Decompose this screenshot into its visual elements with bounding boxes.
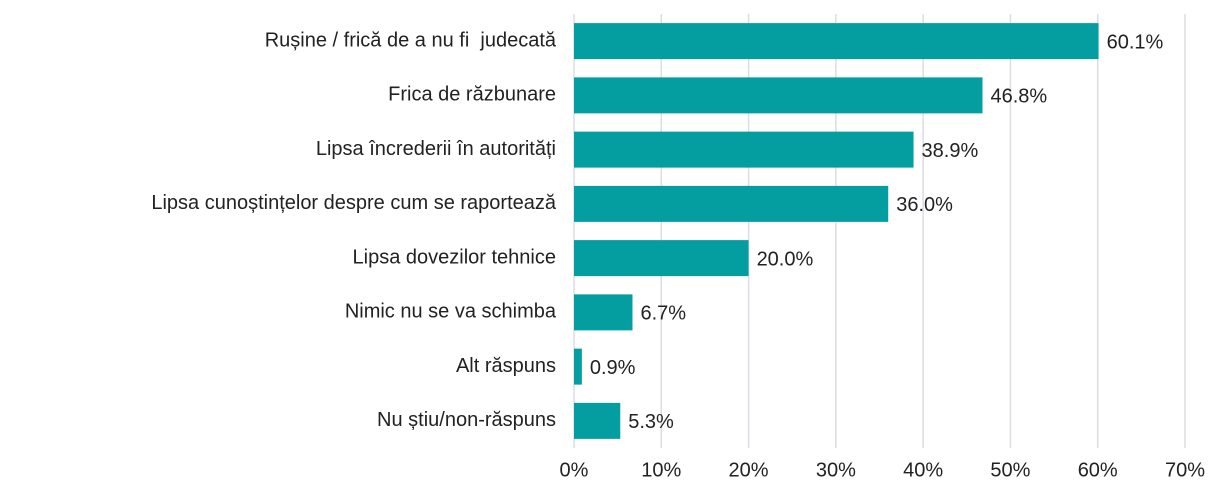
bar — [574, 348, 582, 385]
y-tick-label: Nimic nu se va schimba — [345, 301, 557, 323]
y-tick-label: Frica de răzbunare — [388, 84, 556, 106]
bar — [574, 402, 621, 439]
x-tick-label: 30% — [816, 459, 856, 481]
data-label: 60.1% — [1107, 31, 1164, 53]
data-label: 36.0% — [896, 194, 953, 216]
y-tick-label: Lipsa încrederii în autorități — [316, 138, 556, 160]
bar — [574, 240, 749, 277]
data-label: 38.9% — [922, 140, 979, 162]
x-tick-label: 0% — [560, 459, 589, 481]
data-label: 5.3% — [628, 411, 674, 433]
bar — [574, 185, 889, 222]
y-tick-label: Lipsa cunoștințelor despre cum se raport… — [151, 192, 557, 214]
data-label: 6.7% — [640, 303, 686, 325]
x-tick-label: 70% — [1165, 459, 1205, 481]
bar — [574, 131, 914, 168]
x-tick-label: 60% — [1078, 459, 1118, 481]
y-tick-label: Lipsa dovezilor tehnice — [353, 246, 556, 268]
y-tick-label: Rușine / frică de a nu fi judecată — [265, 29, 557, 51]
y-tick-label: Nu știu/non-răspuns — [377, 409, 556, 431]
data-label: 46.8% — [990, 86, 1047, 108]
bar — [574, 77, 983, 114]
y-tick-label: Alt răspuns — [456, 355, 556, 377]
x-tick-label: 40% — [903, 459, 943, 481]
data-label: 20.0% — [757, 248, 814, 270]
x-tick-label: 20% — [729, 459, 769, 481]
x-tick-label: 10% — [641, 459, 681, 481]
x-tick-label: 50% — [990, 459, 1030, 481]
bar — [574, 294, 633, 331]
data-label: 0.9% — [590, 357, 636, 379]
bar — [574, 23, 1099, 60]
